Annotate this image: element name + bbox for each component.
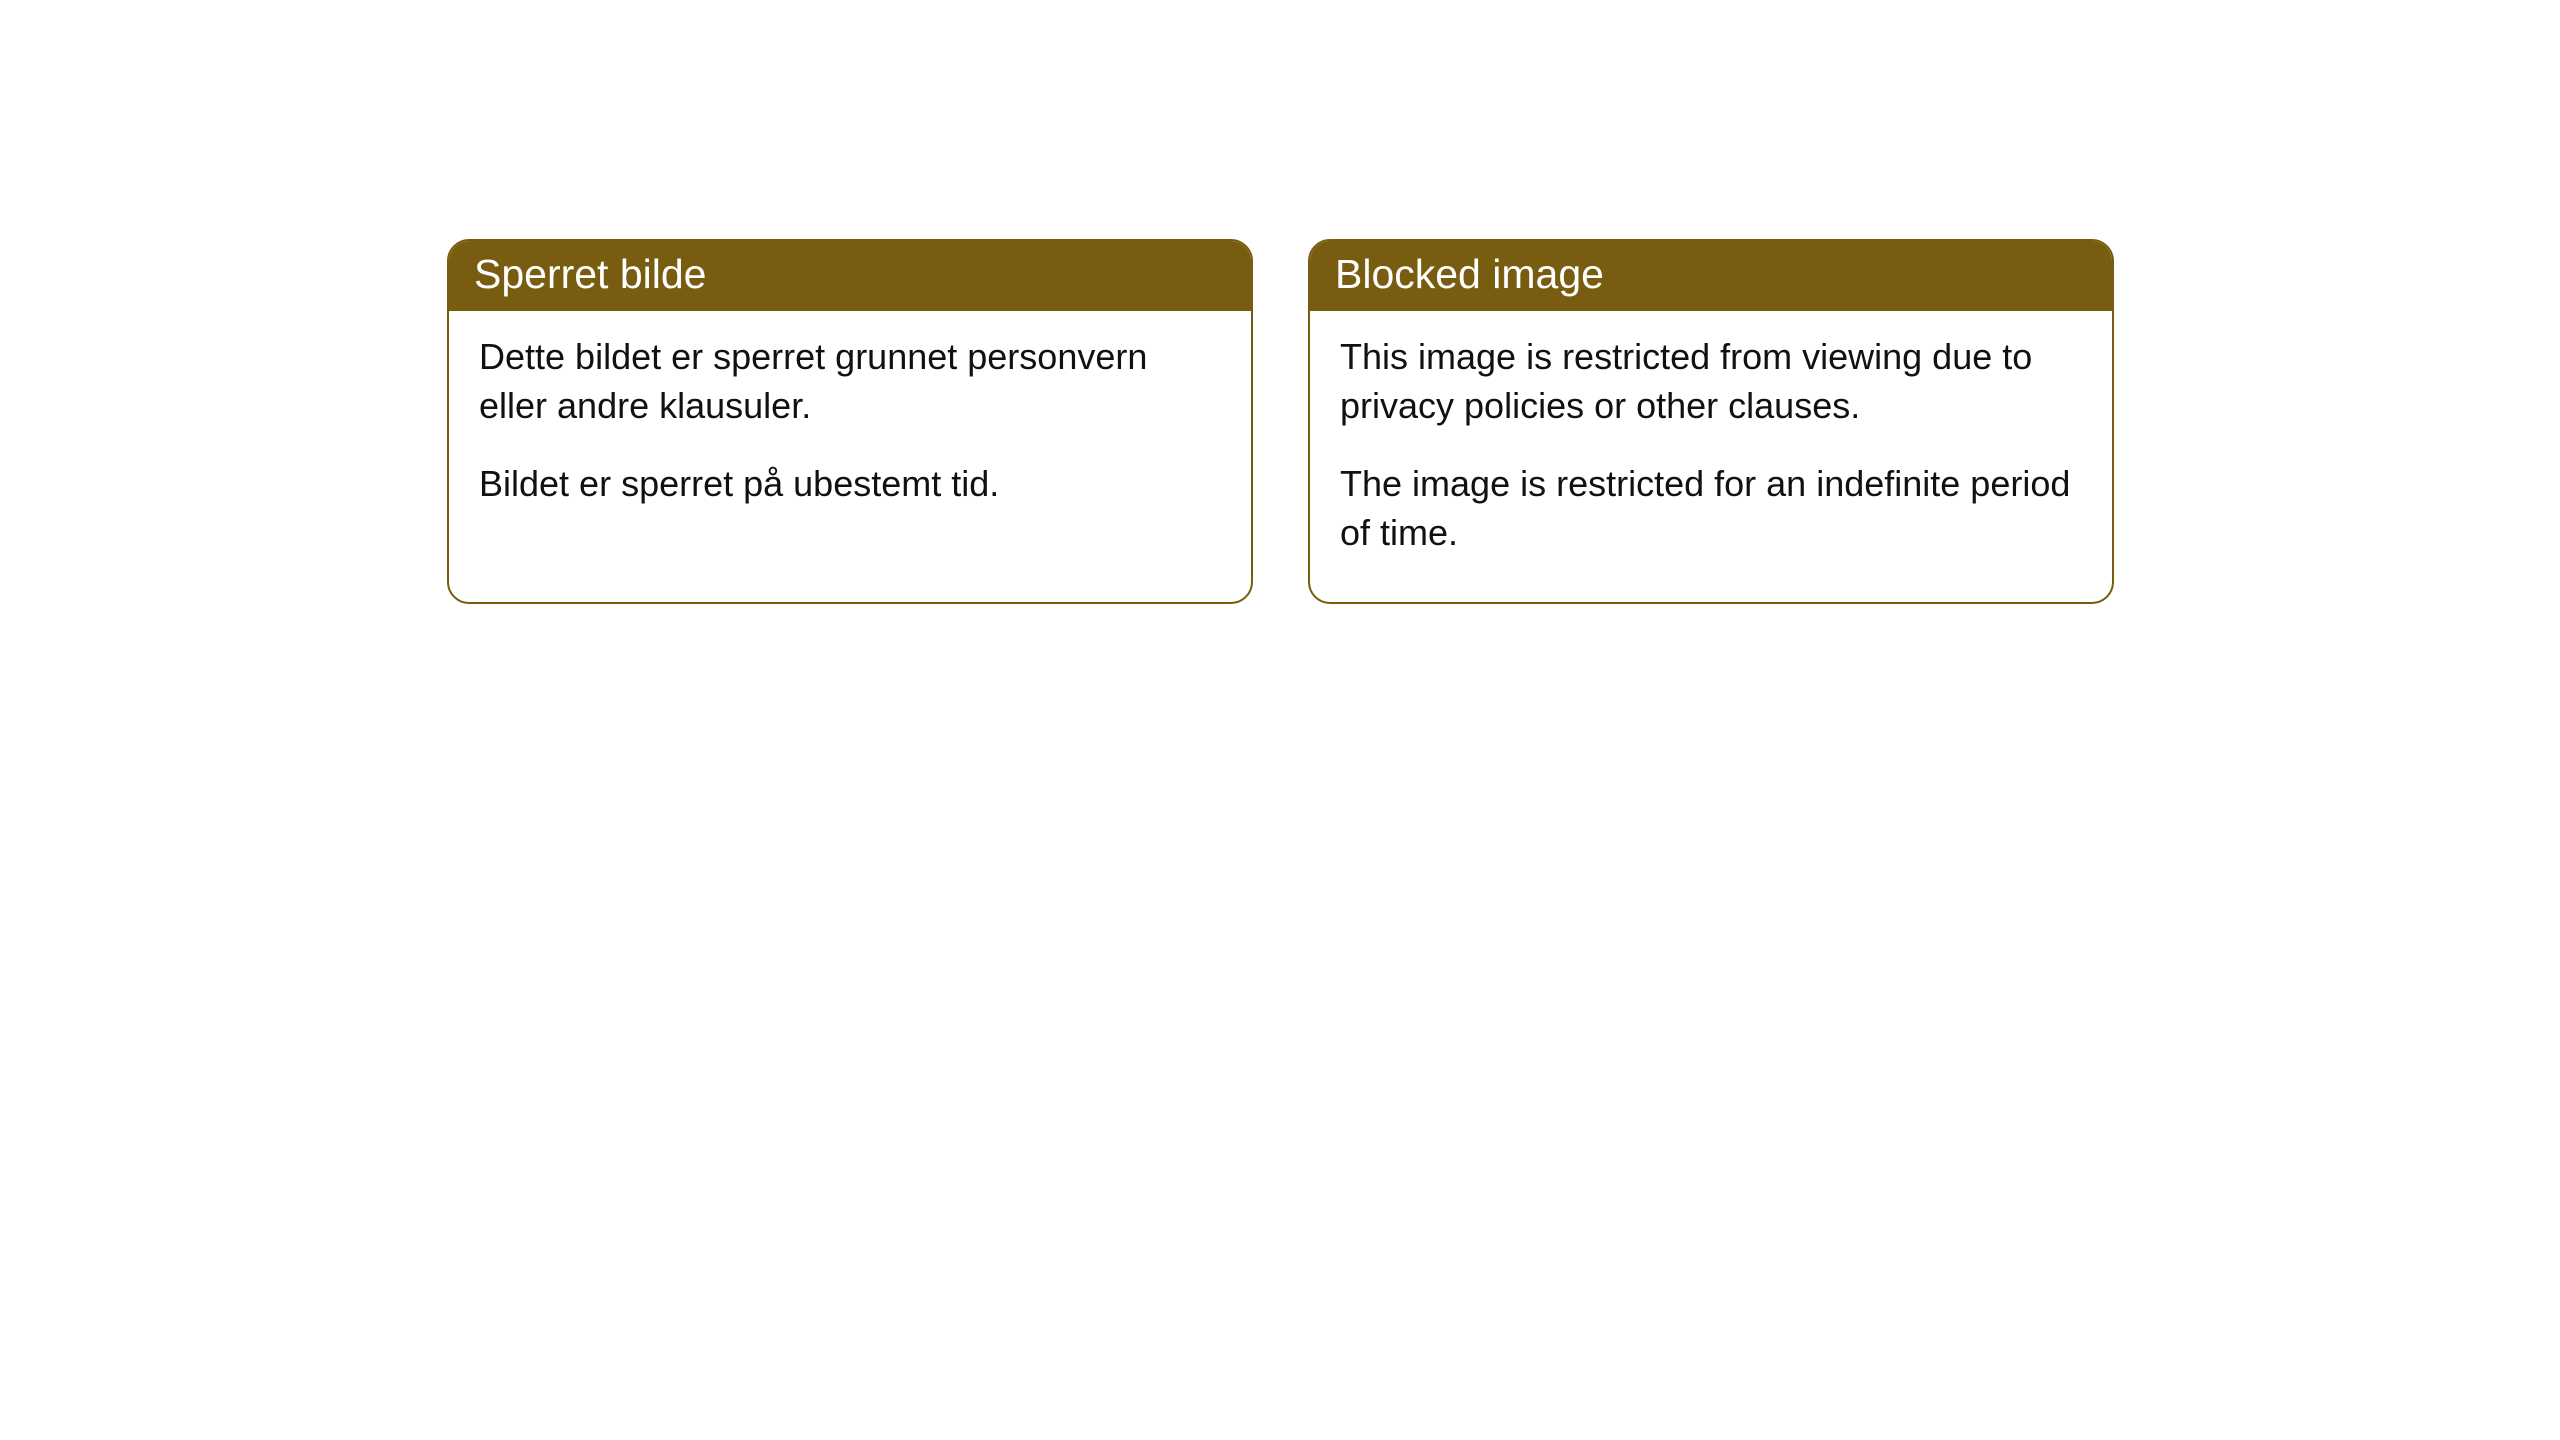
card-paragraph-no-1: Dette bildet er sperret grunnet personve… (479, 333, 1221, 430)
card-body-en: This image is restricted from viewing du… (1310, 311, 2112, 602)
card-title-en: Blocked image (1335, 251, 1604, 297)
card-body-no: Dette bildet er sperret grunnet personve… (449, 311, 1251, 554)
blocked-image-card-no: Sperret bilde Dette bildet er sperret gr… (447, 239, 1253, 604)
blocked-image-card-en: Blocked image This image is restricted f… (1308, 239, 2114, 604)
card-header-en: Blocked image (1310, 241, 2112, 311)
card-paragraph-en-2: The image is restricted for an indefinit… (1340, 460, 2082, 557)
card-header-no: Sperret bilde (449, 241, 1251, 311)
card-paragraph-no-2: Bildet er sperret på ubestemt tid. (479, 460, 1221, 509)
card-title-no: Sperret bilde (474, 251, 706, 297)
notice-cards-container: Sperret bilde Dette bildet er sperret gr… (0, 0, 2560, 604)
card-paragraph-en-1: This image is restricted from viewing du… (1340, 333, 2082, 430)
